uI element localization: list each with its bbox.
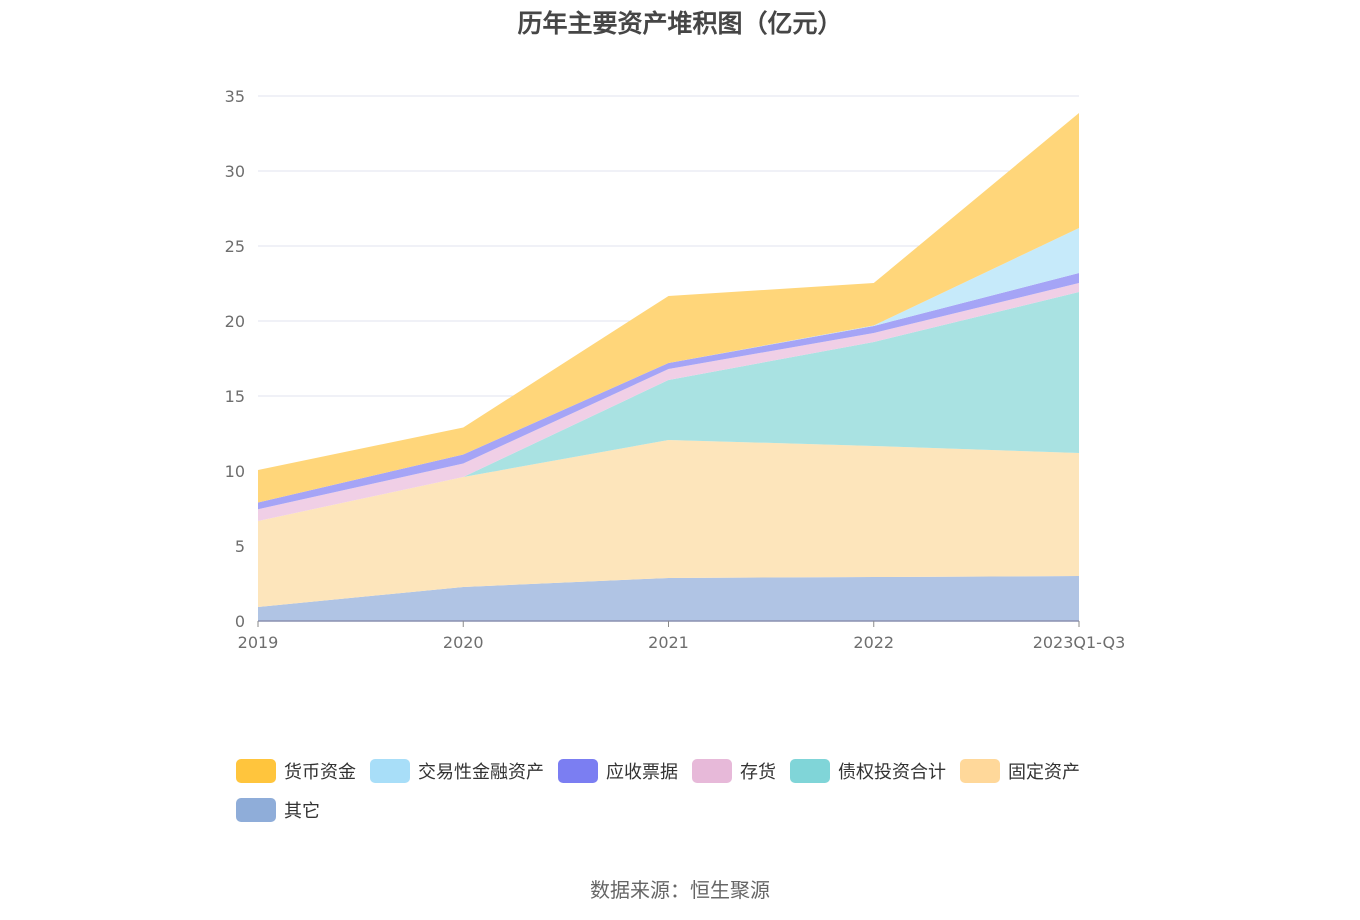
legend-swatch <box>558 759 598 783</box>
legend-item[interactable]: 交易性金融资产 <box>370 758 544 784</box>
y-tick-label: 20 <box>225 312 245 331</box>
chart-title: 历年主要资产堆积图（亿元） <box>517 9 843 38</box>
legend-swatch <box>236 759 276 783</box>
legend-swatch <box>960 759 1000 783</box>
y-tick-label: 15 <box>225 387 245 406</box>
legend-label: 货币资金 <box>284 762 356 783</box>
legend-item[interactable]: 应收票据 <box>558 758 678 784</box>
legend-label: 固定资产 <box>1008 762 1080 783</box>
legend: 货币资金 交易性金融资产 应收票据 存货 债权投资合计 固定资产其它 <box>236 758 1156 836</box>
legend-label: 应收票据 <box>606 762 678 783</box>
legend-item[interactable]: 存货 <box>692 758 776 784</box>
x-tick-label: 2019 <box>238 633 279 652</box>
legend-item[interactable]: 债权投资合计 <box>790 758 946 784</box>
legend-swatch <box>236 798 276 822</box>
area-4 <box>258 273 1079 510</box>
area-3 <box>258 283 1079 521</box>
legend-swatch <box>790 759 830 783</box>
y-tick-label: 10 <box>225 462 245 481</box>
y-tick-label: 0 <box>235 612 245 631</box>
legend-label: 存货 <box>740 762 776 783</box>
legend-item[interactable]: 固定资产 <box>960 758 1080 784</box>
y-tick-label: 25 <box>225 237 245 256</box>
x-tick-label: 2022 <box>853 633 894 652</box>
y-tick-label: 35 <box>225 87 245 106</box>
area-0 <box>258 576 1079 621</box>
x-tick-label: 2023Q1-Q3 <box>1033 633 1126 652</box>
area-6 <box>258 112 1079 503</box>
legend-swatch <box>692 759 732 783</box>
legend-item[interactable]: 其它 <box>236 797 320 823</box>
area-series <box>258 112 1079 621</box>
legend-label: 交易性金融资产 <box>418 762 544 783</box>
data-source: 数据来源：恒生聚源 <box>590 878 770 902</box>
legend-swatch <box>370 759 410 783</box>
axes: 0 5 10 15 20 25 30 35 2019 2020 2021 2022 2023Q1-Q3 <box>225 87 1126 652</box>
legend-label: 债权投资合计 <box>838 762 946 783</box>
area-2 <box>258 292 1079 521</box>
x-tick-label: 2021 <box>648 633 689 652</box>
legend-item[interactable]: 货币资金 <box>236 758 356 784</box>
area-1 <box>258 439 1079 608</box>
y-tick-label: 5 <box>235 537 245 556</box>
y-tick-label: 30 <box>225 162 245 181</box>
x-tick-label: 2020 <box>443 633 484 652</box>
legend-label: 其它 <box>284 801 320 822</box>
